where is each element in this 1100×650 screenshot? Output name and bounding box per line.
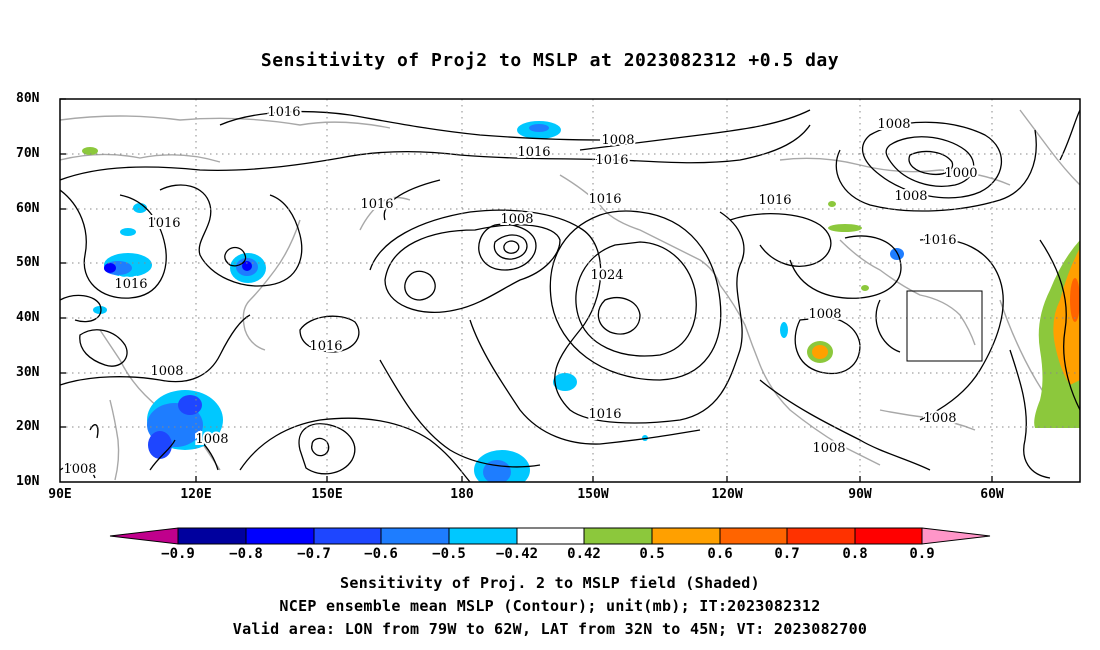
sensitivity-shading: [82, 121, 1080, 482]
caption-shading: Sensitivity of Proj. 2 to MSLP field (Sh…: [340, 574, 760, 592]
lon-label: 150E: [311, 487, 343, 502]
lat-label: 40N: [16, 310, 40, 325]
colorbar-label: −0.7: [297, 546, 331, 562]
colorbar-label: 0.6: [707, 546, 733, 562]
colorbar-segment: [854, 527, 923, 545]
contour-label: 1016: [267, 105, 300, 120]
lon-label: 120E: [180, 487, 212, 502]
caption-valid-area: Valid area: LON from 79W to 62W, LAT fro…: [232, 620, 868, 638]
coastlines: [60, 109, 1080, 481]
colorbar-label: 0.5: [639, 546, 665, 562]
colorbar-segment: [786, 527, 856, 545]
colorbar-segment: [583, 527, 653, 545]
contour-label: 1016: [758, 193, 791, 208]
colorbar-label: −0.8: [229, 546, 263, 562]
lat-label: 80N: [16, 91, 40, 106]
contour-label: 1008: [63, 462, 96, 477]
contour-label: 1008: [500, 212, 533, 227]
valid-area-box: [906, 290, 983, 362]
colorbar-segment: [380, 527, 450, 545]
colorbar-label: 0.9: [909, 546, 935, 562]
contour-labels: 1016 1008 1016 1016 1016 1016 1016 1008 …: [61, 103, 979, 479]
contour-label: 1016: [114, 277, 147, 292]
lon-label: 60W: [980, 487, 1004, 502]
contour-label: 1016: [595, 153, 628, 168]
lat-label: 10N: [16, 474, 40, 489]
contour-label: 1016: [588, 192, 621, 207]
caption-contour: NCEP ensemble mean MSLP (Contour); unit(…: [279, 597, 821, 615]
map-title: Sensitivity of Proj2 to MSLP at 20230823…: [260, 50, 840, 71]
colorbar-label: −0.9: [161, 546, 195, 562]
colorbar-segment: [651, 527, 721, 545]
colorbar-segment: [719, 527, 788, 545]
colorbar-label: −0.5: [432, 546, 466, 562]
contour-label: 1016: [360, 197, 393, 212]
contour-label: 1016: [309, 339, 342, 354]
colorbar-segment: [448, 527, 518, 545]
contour-label: 1016: [588, 407, 621, 422]
contour-label: 1008: [812, 441, 845, 456]
contour-label: 1008: [150, 364, 183, 379]
contour-label: 1016: [517, 145, 550, 160]
axis-ticks: [60, 98, 993, 482]
contour-label: 1008: [601, 133, 634, 148]
colorbar-segment: [313, 527, 382, 545]
lon-label: 180: [450, 487, 474, 502]
contour-label: 1016: [923, 233, 956, 248]
lat-label: 70N: [16, 146, 40, 161]
graticule: [60, 99, 1080, 482]
contour-label: 1000: [944, 166, 977, 181]
colorbar: [109, 527, 991, 545]
colorbar-segment: [245, 527, 315, 545]
contour-label: 1008: [923, 411, 956, 426]
lon-label: 150W: [577, 487, 609, 502]
lat-label: 20N: [16, 419, 40, 434]
colorbar-min-arrow: [109, 527, 179, 545]
colorbar-label: −0.6: [364, 546, 398, 562]
colorbar-max-arrow: [921, 527, 991, 545]
mslp-contours: [60, 109, 1080, 482]
lat-label: 60N: [16, 201, 40, 216]
lat-label: 50N: [16, 255, 40, 270]
map-frame: [59, 98, 1081, 483]
colorbar-segment: [177, 527, 247, 545]
contour-label: 1016: [147, 216, 180, 231]
lon-label: 90W: [848, 487, 872, 502]
contour-label: 1008: [894, 189, 927, 204]
colorbar-label: 0.7: [774, 546, 800, 562]
colorbar-label: −0.42: [495, 546, 539, 562]
contour-label: 1008: [877, 117, 910, 132]
colorbar-label: 0.42: [567, 546, 601, 562]
contour-label: 1008: [195, 432, 228, 447]
contour-label: 1024: [590, 268, 623, 283]
lon-label: 120W: [711, 487, 743, 502]
lat-label: 30N: [16, 365, 40, 380]
lon-label: 90E: [48, 487, 72, 502]
colorbar-segment: [516, 527, 585, 545]
contour-label: 1008: [808, 307, 841, 322]
colorbar-label: 0.8: [842, 546, 868, 562]
